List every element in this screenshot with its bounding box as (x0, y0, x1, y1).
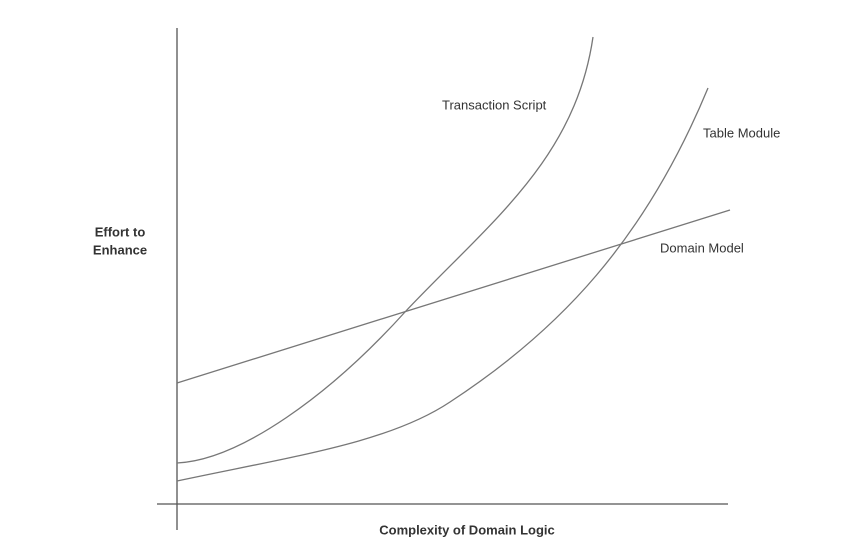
table-module-curve (176, 87, 709, 482)
y-axis-label: Effort to (95, 224, 146, 239)
curve-label: Domain Model (660, 240, 744, 255)
x-axis-label: Complexity of Domain Logic (379, 522, 555, 537)
curve-label: Transaction Script (442, 97, 547, 112)
y-axis-label: Enhance (93, 242, 147, 257)
domain-model-curve (176, 209, 731, 384)
curve-label: Table Module (703, 125, 780, 140)
transaction-script-curve (176, 36, 594, 464)
